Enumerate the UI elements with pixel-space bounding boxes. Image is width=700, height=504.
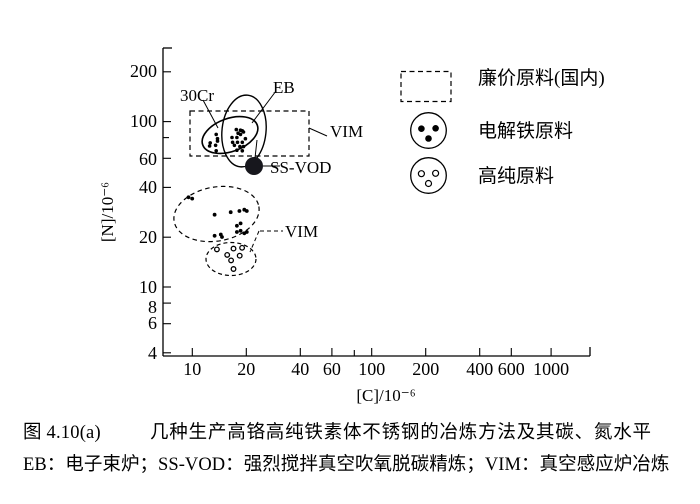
svg-text:60: 60 bbox=[139, 149, 157, 169]
svg-text:EB: EB bbox=[273, 78, 295, 97]
svg-text:200: 200 bbox=[130, 61, 157, 81]
svg-text:廉价原料(国内): 廉价原料(国内) bbox=[478, 67, 605, 89]
svg-text:600: 600 bbox=[498, 359, 525, 379]
svg-text:100: 100 bbox=[130, 111, 157, 131]
svg-text:VIM: VIM bbox=[330, 122, 363, 141]
svg-text:100: 100 bbox=[358, 359, 385, 379]
svg-text:60: 60 bbox=[323, 359, 341, 379]
svg-text:图 4.10(a): 图 4.10(a) bbox=[23, 423, 101, 443]
svg-text:高纯原料: 高纯原料 bbox=[478, 165, 554, 187]
svg-text:[N]/10⁻⁶: [N]/10⁻⁶ bbox=[98, 182, 117, 242]
svg-text:4: 4 bbox=[148, 343, 157, 363]
svg-text:20: 20 bbox=[139, 227, 157, 247]
svg-text:1000: 1000 bbox=[533, 359, 569, 379]
svg-text:VIM: VIM bbox=[285, 222, 318, 241]
svg-text:200: 200 bbox=[412, 359, 439, 379]
svg-text:电解铁原料: 电解铁原料 bbox=[478, 120, 573, 142]
svg-text:10: 10 bbox=[183, 359, 201, 379]
svg-text:40: 40 bbox=[291, 359, 309, 379]
svg-text:几种生产高铬高纯铁素体不锈钢的冶炼方法及其碳、氮水平: 几种生产高铬高纯铁素体不锈钢的冶炼方法及其碳、氮水平 bbox=[150, 422, 652, 443]
svg-text:[C]/10⁻⁶: [C]/10⁻⁶ bbox=[356, 386, 415, 405]
svg-text:400: 400 bbox=[466, 359, 493, 379]
svg-text:EB：电子束炉；SS-VOD：强烈搅拌真空吹氧脱碳精炼；VI: EB：电子束炉；SS-VOD：强烈搅拌真空吹氧脱碳精炼；VIM：真空感应炉冶炼 bbox=[23, 454, 669, 475]
svg-text:8: 8 bbox=[148, 297, 157, 317]
svg-text:30Cr: 30Cr bbox=[180, 86, 214, 105]
svg-text:SS-VOD: SS-VOD bbox=[270, 158, 331, 177]
svg-text:40: 40 bbox=[139, 177, 157, 197]
svg-text:20: 20 bbox=[237, 359, 255, 379]
svg-text:10: 10 bbox=[139, 277, 157, 297]
